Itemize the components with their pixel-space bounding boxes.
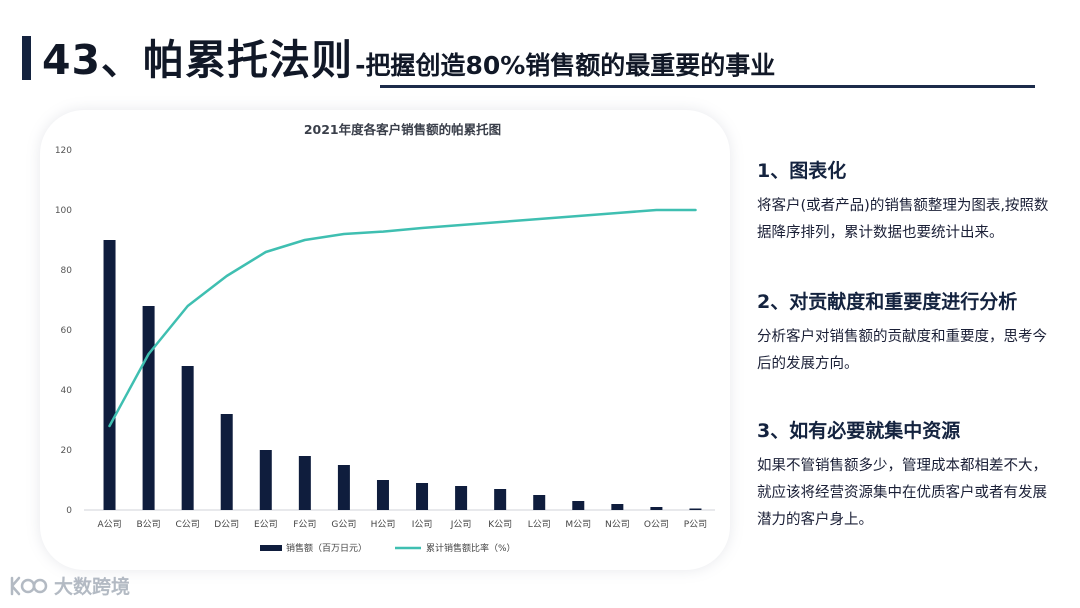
y-tick-label: 100 (55, 206, 72, 216)
brand-logo-icon (10, 576, 48, 595)
x-tick-label: A公司 (97, 519, 121, 530)
watermark-text: 大数跨境 (54, 576, 131, 598)
x-tick-label: E公司 (254, 519, 278, 530)
x-tick-label: J公司 (450, 519, 472, 530)
section-1: 1、图表化 将客户(或者产品)的销售额整理为图表,按照数据降序排列，累计数据也要… (757, 156, 1057, 247)
section-3-body: 如果不管销售额多少，管理成本都相差不大，就应该将经营资源集中在优质客户或者有发展… (757, 458, 1047, 528)
bar-N公司 (611, 504, 624, 510)
bar-G公司 (337, 465, 350, 510)
watermark: 大数跨境 (8, 572, 130, 599)
y-tick-label: 60 (61, 326, 73, 336)
x-tick-label: G公司 (331, 519, 356, 530)
section-1-body: 将客户(或者产品)的销售额整理为图表,按照数据降序排列，累计数据也要统计出来。 (757, 198, 1049, 241)
bar-B公司 (142, 306, 155, 510)
x-tick-label: M公司 (565, 519, 591, 530)
section-2-heading: 2、对贡献度和重要度进行分析 (757, 291, 1018, 313)
x-tick-label: F公司 (293, 519, 316, 530)
section-3-heading: 3、如有必要就集中资源 (757, 420, 961, 442)
x-tick-label: H公司 (371, 519, 396, 530)
bar-E公司 (259, 450, 272, 510)
section-2: 2、对贡献度和重要度进行分析 分析客户对销售额的贡献度和重要度，思考今后的发展方… (757, 287, 1057, 378)
y-tick-label: 20 (61, 446, 73, 456)
legend-bar-swatch (260, 545, 282, 551)
page-title-main: 43、帕累托法则 (42, 36, 354, 84)
chart-title: 2021年度各客户销售额的帕累托图 (304, 122, 501, 137)
x-tick-label: N公司 (605, 519, 630, 530)
page-title: 43、帕累托法则 -把握创造80%销售额的最重要的事业 (42, 26, 775, 86)
bar-I公司 (416, 483, 429, 510)
y-tick-label: 80 (61, 266, 73, 276)
cumulative-ratio-line (108, 208, 697, 428)
x-tick-label: D公司 (214, 519, 239, 530)
page-title-subtitle: -把握创造80%销售额的最重要的事业 (355, 51, 776, 80)
x-tick-label: L公司 (528, 519, 551, 530)
bar-F公司 (298, 456, 311, 510)
pareto-chart: 2021年度各客户销售额的帕累托图 0 20 40 60 80 100 120 A公司 B公司 C公… (55, 122, 715, 554)
bar-J公司 (455, 486, 468, 510)
x-tick-label: B公司 (137, 519, 161, 530)
bar-O公司 (650, 507, 663, 510)
y-tick-label: 40 (61, 386, 73, 396)
bar-D公司 (220, 414, 233, 510)
section-3: 3、如有必要就集中资源 如果不管销售额多少，管理成本都相差不大，就应该将经营资源… (757, 416, 1057, 534)
x-tick-label: K公司 (488, 519, 512, 530)
bar-A公司 (103, 240, 116, 510)
title-underline (380, 85, 1035, 88)
legend-line-label: 累计销售额比率（%） (426, 542, 516, 554)
bar-M公司 (572, 501, 585, 510)
x-tick-label: P公司 (684, 519, 707, 530)
section-2-body: 分析客户对销售额的贡献度和重要度，思考今后的发展方向。 (757, 329, 1047, 372)
legend-bar-label: 销售额（百万日元） (286, 542, 367, 554)
bar-H公司 (376, 480, 389, 510)
bar-L公司 (533, 495, 546, 510)
bar-K公司 (494, 489, 507, 510)
x-tick-label: I公司 (412, 519, 433, 530)
section-1-heading: 1、图表化 (757, 160, 847, 182)
title-accent-bar (22, 36, 31, 80)
x-tick-label: C公司 (176, 519, 200, 530)
bar-C公司 (181, 366, 194, 510)
bar-P公司 (689, 508, 702, 510)
y-tick-label: 120 (55, 146, 72, 156)
y-tick-label: 0 (66, 506, 72, 516)
x-tick-label: O公司 (644, 519, 669, 530)
